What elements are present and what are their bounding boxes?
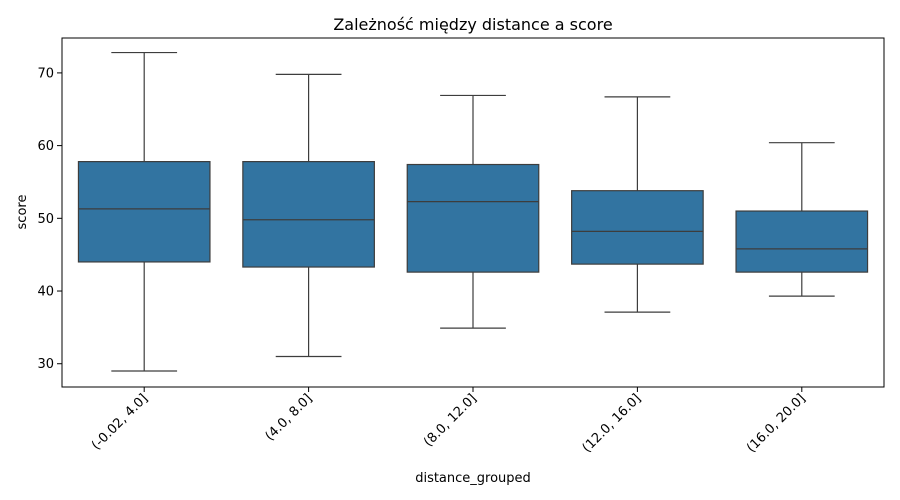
box-group xyxy=(242,73,375,358)
y-axis: 30 40 50 60 70 xyxy=(37,66,62,372)
box-iqr xyxy=(242,161,375,268)
y-tick-label: 70 xyxy=(37,66,54,81)
x-axis-label: distance_grouped xyxy=(415,471,531,486)
x-tick-label: (-0.02, 4.0] xyxy=(89,391,151,453)
box-group xyxy=(735,142,869,297)
box-iqr xyxy=(77,161,211,263)
y-tick-label: 60 xyxy=(37,139,54,154)
box-group xyxy=(77,51,211,372)
y-tick-label: 30 xyxy=(37,357,54,372)
box-group xyxy=(406,94,540,329)
y-axis-label: score xyxy=(15,195,30,230)
y-tick-label: 40 xyxy=(37,285,54,300)
box-iqr xyxy=(735,210,869,273)
y-tick-label: 50 xyxy=(37,212,54,227)
x-tick-label: (8.0, 12.0] xyxy=(421,391,480,450)
box-iqr xyxy=(406,163,540,273)
box-group xyxy=(571,96,704,313)
x-tick-label: (12.0, 16.0] xyxy=(580,391,645,456)
x-axis: (-0.02, 4.0] (4.0, 8.0] (8.0, 12.0] (12.0, … xyxy=(89,387,809,456)
boxes-layer xyxy=(77,51,869,372)
plot-frame xyxy=(61,37,885,388)
box-iqr xyxy=(571,190,704,265)
x-tick-label: (4.0, 8.0] xyxy=(263,391,316,444)
x-tick-label: (16.0, 20.0] xyxy=(744,391,809,456)
chart-title: Zależność między distance a score xyxy=(333,15,612,34)
